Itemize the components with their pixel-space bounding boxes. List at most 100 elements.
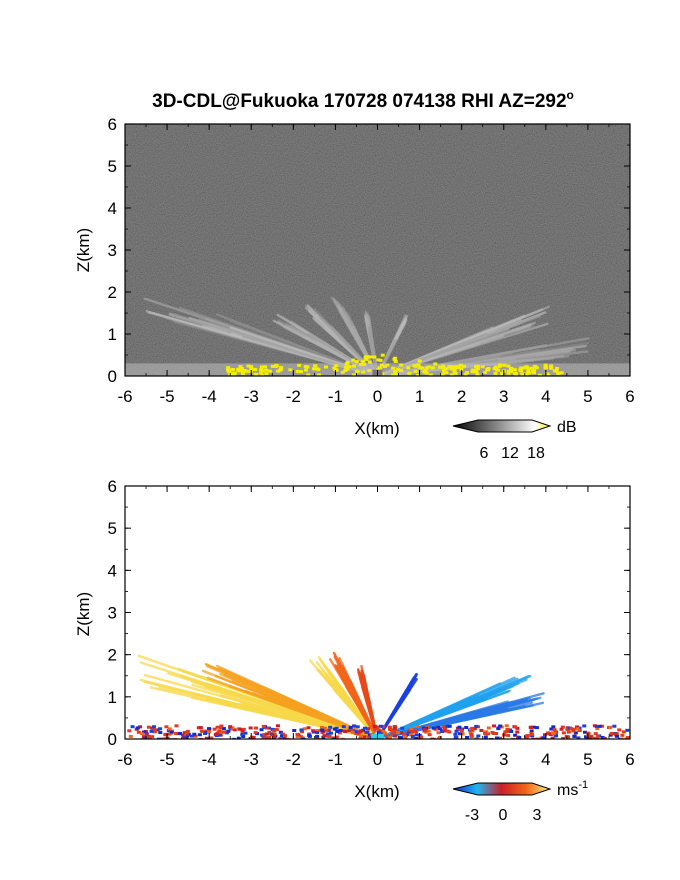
top-strong-echo-cell <box>475 372 480 376</box>
bottom-ground-cell <box>140 732 145 736</box>
bottom-ground-cell <box>457 728 462 732</box>
bottom-ground-cell <box>266 726 271 730</box>
bottom-ground-cell <box>267 730 272 734</box>
top-strong-echo-cell <box>512 368 517 372</box>
top-strong-echo-cell <box>248 370 253 374</box>
bottom-ground-cell <box>226 729 231 733</box>
top-strong-echo-cell <box>449 373 454 376</box>
top-strong-echo-cell <box>361 359 366 363</box>
top-strong-echo-cell <box>254 372 259 376</box>
bottom-ground-cell <box>146 734 151 738</box>
top-strong-echo-cell <box>385 363 390 367</box>
top-strong-echo-cell <box>393 359 398 363</box>
bottom-ground-cell <box>302 727 307 731</box>
bottom-ground-cell <box>184 731 189 735</box>
bottom-xtick-label: 5 <box>583 750 592 769</box>
bottom-ground-cell <box>496 727 501 731</box>
top-strong-echo-cell <box>354 360 359 364</box>
top-strong-echo-cell <box>424 371 429 375</box>
bottom-ground-cell <box>378 724 383 728</box>
bottom-ground-cell <box>217 729 222 733</box>
bottom-ground-cell <box>620 733 625 737</box>
bottom-ground-cell <box>472 727 477 731</box>
top-strong-echo-cell <box>376 368 381 372</box>
top-strong-echo-cell <box>242 368 247 372</box>
bottom-ground-cell <box>180 733 185 737</box>
top-strong-echo-cell <box>274 363 279 367</box>
top-strong-echo-cell <box>556 371 561 375</box>
bottom-ground-cell <box>460 732 465 736</box>
bottom-ground-cell <box>350 730 355 734</box>
bottom-ground-cell <box>206 727 211 731</box>
top-strong-echo-cell <box>456 365 461 369</box>
bottom-ground-cell <box>348 726 353 730</box>
top-strong-echo-cell <box>470 368 475 372</box>
top-strong-echo-cell <box>483 370 488 374</box>
bottom-ground-cell <box>209 736 214 739</box>
bottom-ground-cell <box>586 731 591 735</box>
bottom-ground-cell <box>328 725 333 729</box>
bottom-ground-cell <box>621 730 626 734</box>
top-strong-echo-cell <box>340 370 345 374</box>
bottom-ground-cell <box>491 731 496 735</box>
bottom-ground-cell <box>445 724 450 728</box>
bottom-ground-cell <box>617 728 622 732</box>
top-strong-echo-cell <box>259 365 264 369</box>
bottom-ground-cell <box>355 725 360 729</box>
top-strong-echo-cell <box>506 369 511 373</box>
top-strong-echo-cell <box>259 371 264 375</box>
top-strong-echo-cell <box>253 367 258 371</box>
top-strong-echo-cell <box>351 373 356 376</box>
top-strong-echo-cell <box>363 356 368 360</box>
top-strong-echo-cell <box>362 362 367 366</box>
bottom-ground-cell <box>158 731 163 735</box>
bottom-ground-cell <box>400 726 405 730</box>
bottom-ground-cell <box>585 737 590 739</box>
bottom-ground-cell <box>292 728 297 732</box>
bottom-ground-cell <box>498 724 503 728</box>
top-strong-echo-cell <box>498 363 503 367</box>
bottom-ground-cell <box>479 728 484 732</box>
bottom-ground-cell <box>332 727 337 731</box>
top-xtick-label: 5 <box>583 387 592 406</box>
top-strong-echo-cell <box>377 366 382 370</box>
bottom-ground-cell <box>182 731 187 735</box>
top-strong-echo-cell <box>475 364 480 368</box>
top-strong-echo-cell <box>444 371 449 375</box>
top-strong-echo-cell <box>391 366 396 370</box>
bottom-fan-ray <box>340 675 372 729</box>
bottom-data-marks <box>127 651 630 739</box>
bottom-ground-cell <box>600 724 605 728</box>
bottom-ground-cell <box>189 734 194 738</box>
bottom-xtick-label: -3 <box>244 750 259 769</box>
bottom-ground-cell <box>149 729 154 733</box>
top-strong-echo-cell <box>367 368 372 372</box>
bottom-ground-cell <box>494 732 499 736</box>
top-xtick-label: -5 <box>160 387 175 406</box>
bottom-ground-cell <box>254 726 259 730</box>
top-strong-echo-cell <box>530 366 535 370</box>
top-strong-echo-cell <box>521 372 526 376</box>
top-colorbar-unit: dB <box>557 419 577 436</box>
bottom-ground-cell <box>299 734 304 738</box>
bottom-ground-cell <box>324 728 329 732</box>
bottom-ground-cell <box>351 728 356 732</box>
bottom-ground-cell <box>414 736 419 739</box>
bottom-ground-cell <box>411 730 416 734</box>
bottom-ground-cell <box>212 727 217 731</box>
top-strong-echo-cell <box>382 364 387 368</box>
bottom-ground-cell <box>615 734 620 738</box>
top-strong-echo-cell <box>345 360 350 364</box>
top-colorbar-tick: 6 <box>480 445 489 462</box>
bottom-ground-cell <box>549 727 554 731</box>
bottom-ground-cell <box>525 734 530 738</box>
bottom-ground-cell <box>174 724 179 728</box>
bottom-ground-cell <box>440 730 445 734</box>
top-strong-echo-cell <box>351 358 356 362</box>
bottom-ground-cell <box>278 730 283 734</box>
bottom-ground-cell <box>513 725 518 729</box>
top-strong-echo-cell <box>229 372 234 376</box>
bottom-ground-cell <box>281 732 286 736</box>
top-strong-echo-cell <box>278 367 283 371</box>
